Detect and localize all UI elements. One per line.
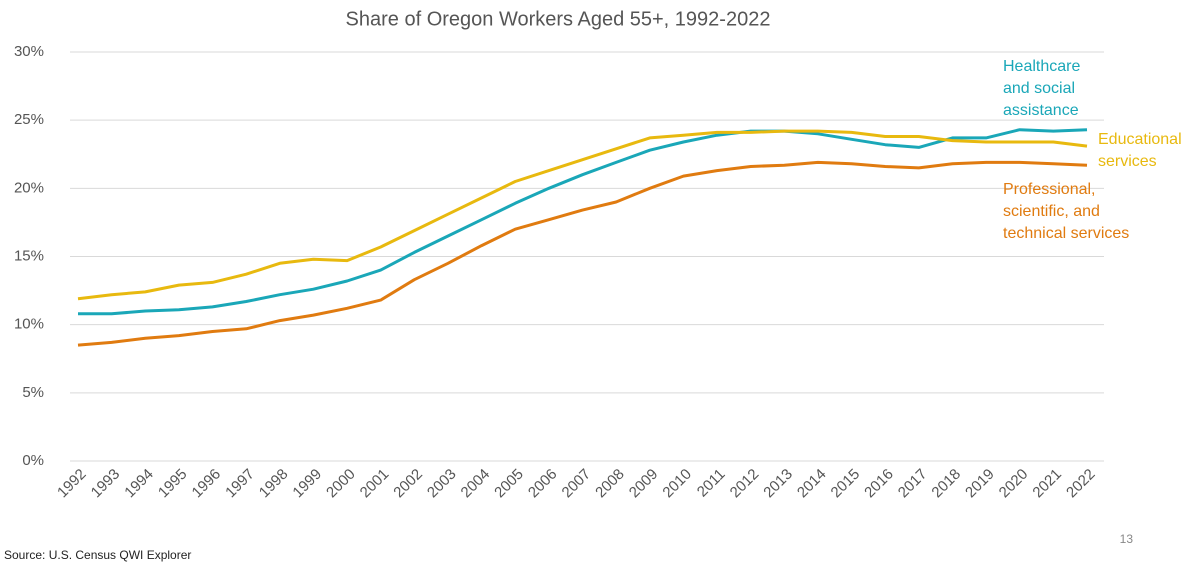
page-number: 13 bbox=[1120, 532, 1134, 546]
x-tick-label: 2010 bbox=[659, 466, 695, 502]
y-tick-label: 10% bbox=[14, 316, 44, 333]
x-tick-label: 1996 bbox=[189, 466, 225, 502]
x-tick-label: 2013 bbox=[760, 466, 796, 502]
x-tick-label: 2020 bbox=[996, 466, 1032, 502]
series-line bbox=[77, 160, 1088, 347]
series-label: Healthcare and social assistance bbox=[1003, 58, 1081, 119]
x-tick-label: 2015 bbox=[828, 466, 864, 502]
x-tick-label: 2022 bbox=[1063, 466, 1099, 502]
x-tick-label: 2008 bbox=[592, 466, 628, 502]
y-tick-label: 20% bbox=[14, 179, 44, 196]
x-tick-label: 2021 bbox=[1029, 466, 1065, 502]
x-tick-label: 2001 bbox=[357, 466, 393, 502]
y-tick-label: 0% bbox=[22, 452, 44, 469]
x-tick-label: 1992 bbox=[54, 466, 90, 502]
x-tick-label: 1999 bbox=[289, 466, 325, 502]
x-tick-label: 2012 bbox=[727, 466, 763, 502]
x-tick-label: 2006 bbox=[525, 466, 561, 502]
x-tick-label: 2005 bbox=[491, 466, 527, 502]
x-tick-label: 1997 bbox=[222, 466, 258, 502]
x-tick-label: 1995 bbox=[155, 466, 191, 502]
x-tick-label: 2014 bbox=[794, 466, 830, 502]
source: Source: U.S. Census QWI Explorer bbox=[4, 548, 191, 562]
chart-title: Share of Oregon Workers Aged 55+, 1992-2… bbox=[346, 8, 771, 30]
series-line bbox=[78, 128, 1088, 316]
x-tick-label: 2016 bbox=[861, 466, 897, 502]
x-tick-label: 2009 bbox=[626, 466, 662, 502]
x-tick-label: 2004 bbox=[458, 466, 494, 502]
x-tick-label: 2000 bbox=[323, 466, 359, 502]
series-label: Professional, scientific, and technical … bbox=[1003, 181, 1130, 242]
x-tick-label: 2018 bbox=[928, 466, 964, 502]
series-line bbox=[77, 129, 1088, 301]
series-label: Educational services bbox=[1098, 131, 1182, 170]
x-tick-label: 2011 bbox=[694, 466, 729, 501]
x-tick-label: 2002 bbox=[390, 466, 426, 502]
y-tick-label: 30% bbox=[14, 43, 44, 60]
x-tick-label: 2003 bbox=[424, 466, 460, 502]
x-tick-label: 2017 bbox=[895, 466, 931, 502]
y-tick-label: 15% bbox=[14, 247, 44, 264]
x-tick-label: 2007 bbox=[559, 466, 595, 502]
y-tick-label: 25% bbox=[14, 111, 44, 128]
x-tick-label: 1993 bbox=[88, 466, 124, 502]
y-tick-label: 5% bbox=[22, 384, 44, 401]
x-tick-label: 1998 bbox=[256, 466, 292, 502]
x-tick-label: 2019 bbox=[962, 466, 998, 502]
x-tick-label: 1994 bbox=[121, 466, 157, 502]
